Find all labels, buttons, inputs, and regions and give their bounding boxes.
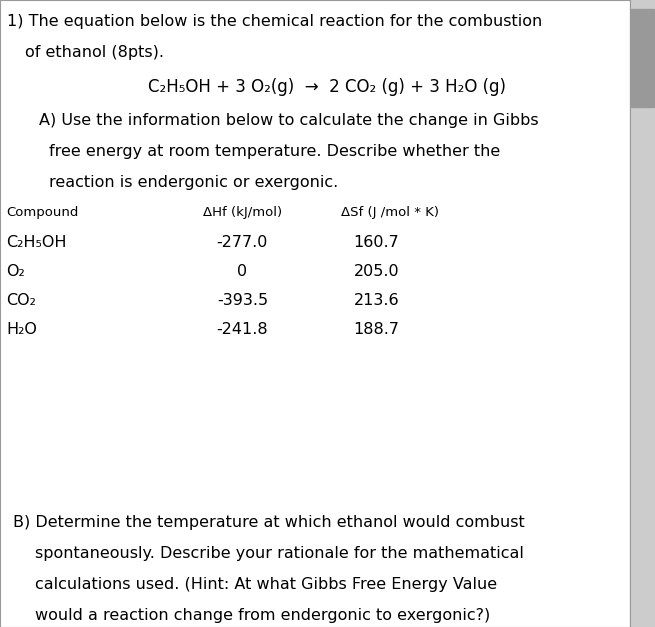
Text: 1) The equation below is the chemical reaction for the combustion: 1) The equation below is the chemical re… bbox=[7, 14, 542, 29]
Text: 213.6: 213.6 bbox=[354, 293, 400, 308]
Text: -277.0: -277.0 bbox=[217, 235, 268, 250]
Text: C₂H₅OH: C₂H₅OH bbox=[7, 235, 67, 250]
Text: -393.5: -393.5 bbox=[217, 293, 268, 308]
Text: of ethanol (8pts).: of ethanol (8pts). bbox=[25, 45, 164, 60]
Bar bbox=[630, 0, 655, 627]
Text: free energy at room temperature. Describe whether the: free energy at room temperature. Describ… bbox=[49, 144, 500, 159]
Text: ΔSf (J /mol * K): ΔSf (J /mol * K) bbox=[341, 206, 439, 219]
Text: ΔHf (kJ/mol): ΔHf (kJ/mol) bbox=[203, 206, 282, 219]
Text: spontaneously. Describe your rationale for the mathematical: spontaneously. Describe your rationale f… bbox=[35, 546, 523, 561]
Text: B) Determine the temperature at which ethanol would combust: B) Determine the temperature at which et… bbox=[13, 515, 525, 530]
Text: 205.0: 205.0 bbox=[354, 264, 400, 279]
Text: 160.7: 160.7 bbox=[354, 235, 400, 250]
Text: 188.7: 188.7 bbox=[354, 322, 400, 337]
Text: -241.8: -241.8 bbox=[217, 322, 268, 337]
Text: CO₂: CO₂ bbox=[7, 293, 37, 308]
Text: calculations used. (Hint: At what Gibbs Free Energy Value: calculations used. (Hint: At what Gibbs … bbox=[35, 577, 497, 592]
Text: Compound: Compound bbox=[7, 206, 79, 219]
Text: A) Use the information below to calculate the change in Gibbs: A) Use the information below to calculat… bbox=[39, 113, 539, 129]
Text: would a reaction change from endergonic to exergonic?): would a reaction change from endergonic … bbox=[35, 608, 490, 623]
Text: reaction is endergonic or exergonic.: reaction is endergonic or exergonic. bbox=[49, 175, 339, 190]
Text: H₂O: H₂O bbox=[7, 322, 37, 337]
Text: O₂: O₂ bbox=[7, 264, 26, 279]
Text: C₂H₅OH + 3 O₂(g)  →  2 CO₂ (g) + 3 H₂O (g): C₂H₅OH + 3 O₂(g) → 2 CO₂ (g) + 3 H₂O (g) bbox=[149, 78, 506, 97]
Text: 0: 0 bbox=[237, 264, 248, 279]
Bar bbox=[631, 9, 654, 107]
